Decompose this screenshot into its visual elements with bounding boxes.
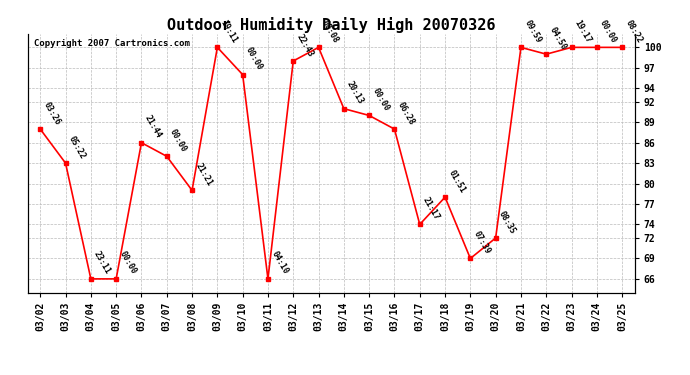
Text: 00:00: 00:00: [168, 128, 188, 153]
Text: 09:59: 09:59: [522, 18, 542, 45]
Text: 21:44: 21:44: [143, 114, 163, 140]
Text: Copyright 2007 Cartronics.com: Copyright 2007 Cartronics.com: [34, 39, 190, 48]
Text: 00:08: 00:08: [320, 18, 340, 45]
Text: 23:11: 23:11: [92, 250, 112, 276]
Text: 20:13: 20:13: [345, 80, 366, 106]
Text: 03:26: 03:26: [41, 100, 62, 126]
Text: 04:50: 04:50: [548, 25, 568, 51]
Text: 05:22: 05:22: [67, 134, 87, 160]
Text: 08:35: 08:35: [497, 209, 518, 235]
Text: 21:21: 21:21: [193, 161, 214, 188]
Text: 06:28: 06:28: [396, 100, 416, 126]
Text: 08:22: 08:22: [624, 18, 644, 45]
Text: 19:11: 19:11: [219, 18, 239, 45]
Title: Outdoor Humidity Daily High 20070326: Outdoor Humidity Daily High 20070326: [167, 16, 495, 33]
Text: 00:00: 00:00: [244, 46, 264, 72]
Text: 21:17: 21:17: [421, 195, 442, 222]
Text: 00:00: 00:00: [598, 18, 618, 45]
Text: 00:00: 00:00: [117, 250, 138, 276]
Text: 01:51: 01:51: [446, 168, 466, 194]
Text: 22:43: 22:43: [295, 32, 315, 58]
Text: 04:10: 04:10: [269, 250, 290, 276]
Text: 19:17: 19:17: [573, 18, 593, 45]
Text: 07:39: 07:39: [472, 230, 492, 256]
Text: 00:00: 00:00: [371, 87, 391, 112]
